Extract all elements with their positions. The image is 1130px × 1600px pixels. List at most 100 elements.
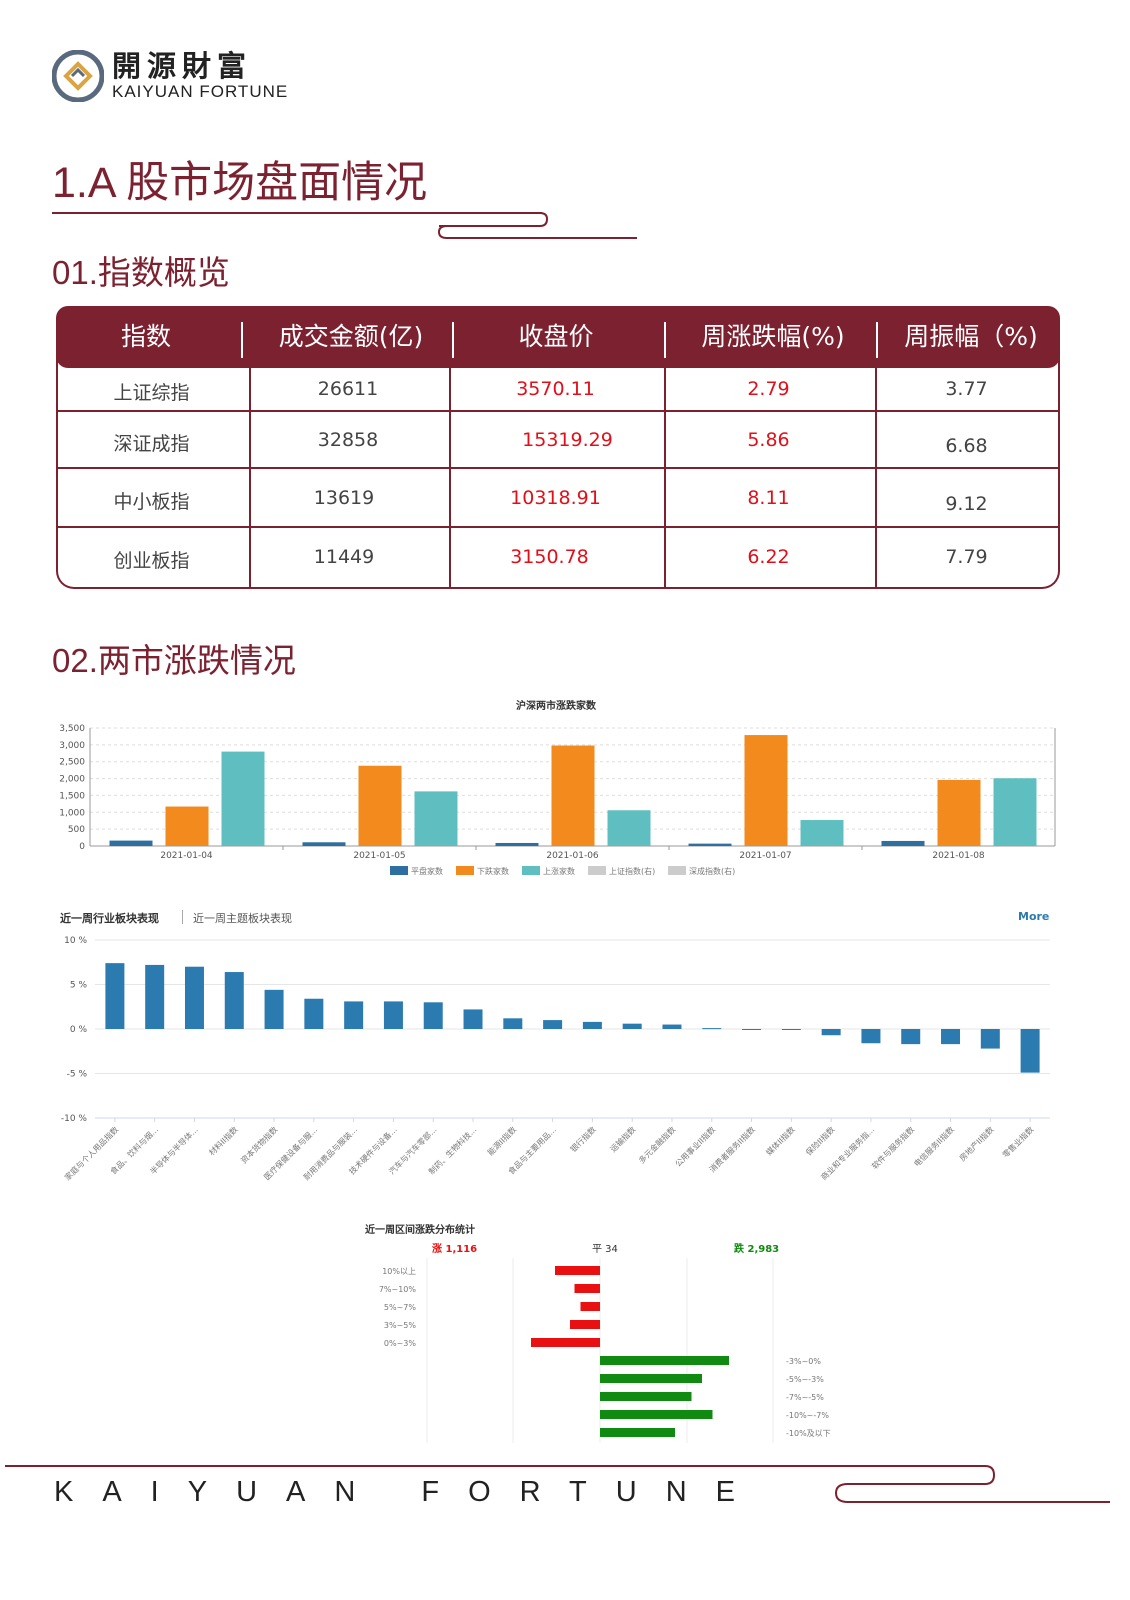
bar-down bbox=[600, 1392, 692, 1401]
y-tick-label: 5 % bbox=[70, 981, 88, 991]
table-cell: 5.86 bbox=[747, 429, 790, 451]
table-cell: 32858 bbox=[317, 429, 379, 451]
bar bbox=[941, 1029, 961, 1045]
bar bbox=[543, 1020, 563, 1029]
header-weekly-change: 周涨跌幅(%) bbox=[701, 322, 845, 351]
bar bbox=[264, 989, 284, 1029]
y-tick-label: 1,000 bbox=[59, 808, 85, 818]
up-category-label: 0%~3% bbox=[384, 1339, 416, 1348]
table-cell: 8.11 bbox=[747, 487, 790, 509]
legend-label: 下跌家数 bbox=[477, 866, 509, 876]
bar bbox=[781, 1029, 801, 1030]
brand-name-en: KAIYUAN FORTUNE bbox=[112, 82, 289, 101]
x-tick-label: 房地产II指数 bbox=[957, 1124, 996, 1163]
up-category-label: 5%~7% bbox=[384, 1303, 416, 1312]
y-tick-label: 1,500 bbox=[59, 791, 85, 801]
header-amplitude: 周振幅（%) bbox=[904, 322, 1038, 351]
bar bbox=[702, 1028, 722, 1030]
subsection-title-index: 01.指数概览 bbox=[52, 254, 230, 291]
bar-上涨家数 bbox=[993, 778, 1037, 846]
table-cell: 创业板指 bbox=[113, 550, 190, 572]
table-cell: 26611 bbox=[317, 378, 379, 400]
header-index: 指数 bbox=[120, 322, 171, 351]
bar bbox=[224, 972, 244, 1029]
bar bbox=[901, 1029, 921, 1045]
bar-down bbox=[600, 1410, 713, 1419]
bar-下跌家数 bbox=[744, 735, 788, 846]
bar-平盘家数 bbox=[302, 842, 346, 846]
bar-up bbox=[531, 1338, 600, 1347]
table-header: 指数 成交金额(亿) 收盘价 周涨跌幅(%) 周振幅（%) bbox=[56, 306, 1060, 368]
down-count: 跌 2,983 bbox=[734, 1244, 780, 1255]
bar-平盘家数 bbox=[881, 840, 925, 846]
bar-up bbox=[570, 1320, 600, 1329]
bar-上涨家数 bbox=[800, 820, 844, 846]
bar bbox=[304, 998, 324, 1029]
bar-平盘家数 bbox=[109, 840, 153, 846]
down-category-label: -7%~-5% bbox=[786, 1393, 824, 1402]
bar-上涨家数 bbox=[607, 810, 651, 846]
x-tick-label: 材料II指数 bbox=[207, 1124, 240, 1157]
y-tick-label: 3,500 bbox=[59, 724, 85, 734]
bar-up bbox=[555, 1266, 600, 1275]
down-category-label: -10%~-7% bbox=[786, 1411, 829, 1420]
legend-swatch bbox=[668, 866, 686, 875]
bar bbox=[1020, 1029, 1040, 1073]
y-tick-label: 0 % bbox=[70, 1025, 88, 1035]
x-tick-label: 资本货物指数 bbox=[238, 1124, 279, 1165]
chart-distribution: 10%以上 7%~10% 5%~7% 3%~5% 0%~3% -3%~0% -5%~-3% -… bbox=[379, 1258, 831, 1443]
x-tick-label: 零售业指数 bbox=[1000, 1124, 1035, 1159]
legend-swatch bbox=[390, 866, 408, 875]
x-tick-label: 2021-01-06 bbox=[546, 851, 599, 861]
bar-down bbox=[600, 1356, 729, 1365]
bar bbox=[383, 1001, 403, 1029]
logo-icon bbox=[52, 50, 104, 102]
bar bbox=[861, 1029, 881, 1044]
tab-theme[interactable]: 近一周主题板块表现 bbox=[193, 912, 292, 925]
x-tick-label: 多元金融指数 bbox=[636, 1124, 677, 1165]
table-cell: 3150.78 bbox=[510, 546, 589, 568]
table-cell: 3.77 bbox=[945, 378, 988, 400]
table-cell: 13619 bbox=[313, 487, 375, 509]
bar bbox=[344, 1001, 364, 1029]
table-cell: 15319.29 bbox=[522, 429, 613, 451]
y-tick-label: 10 % bbox=[64, 936, 87, 946]
bar-下跌家数 bbox=[937, 779, 981, 846]
tab-industry[interactable]: 近一周行业板块表现 bbox=[60, 912, 159, 925]
bar bbox=[662, 1024, 682, 1029]
bar bbox=[503, 1018, 523, 1029]
up-category-label: 3%~5% bbox=[384, 1321, 416, 1330]
x-tick-label: 媒体II指数 bbox=[764, 1124, 797, 1157]
bar bbox=[463, 1009, 483, 1029]
table-body bbox=[56, 356, 1060, 589]
x-tick-label: 2021-01-07 bbox=[739, 851, 791, 861]
down-category-label: -3%~0% bbox=[786, 1357, 821, 1366]
title-decoration bbox=[52, 212, 637, 239]
bar bbox=[622, 1023, 642, 1029]
chart-advance-decline: 3,500 3,000 2,500 2,000 1,500 1,000 500 0 2021-0… bbox=[59, 724, 1056, 876]
table-cell: 7.79 bbox=[945, 546, 988, 568]
bar bbox=[582, 1021, 602, 1029]
bar-up bbox=[574, 1284, 600, 1293]
subsection-title-market: 02.两市涨跌情况 bbox=[52, 642, 296, 679]
chart3-title: 近一周区间涨跌分布统计 bbox=[365, 1225, 475, 1236]
bar-上涨家数 bbox=[221, 751, 265, 846]
bar-down bbox=[600, 1374, 702, 1383]
x-tick-label: 电信服务II指数 bbox=[912, 1124, 956, 1168]
x-tick-label: 能源II指数 bbox=[485, 1124, 518, 1157]
bar bbox=[980, 1029, 1000, 1049]
bar-下跌家数 bbox=[165, 806, 209, 846]
table-cell: 中小板指 bbox=[113, 491, 190, 513]
bar-down bbox=[600, 1428, 675, 1437]
more-link[interactable]: More bbox=[1018, 910, 1050, 923]
table-cell: 6.22 bbox=[747, 546, 790, 568]
y-tick-label: 2,000 bbox=[59, 775, 85, 785]
legend-swatch bbox=[588, 866, 606, 875]
section-title: 1.A 股市场盘面情况 bbox=[52, 159, 428, 207]
y-tick-label: 0 bbox=[79, 842, 85, 852]
table-cell: 3570.11 bbox=[516, 378, 595, 400]
x-tick-label: 2021-01-04 bbox=[160, 851, 213, 861]
legend-label: 上涨家数 bbox=[543, 866, 575, 876]
footer-decoration bbox=[5, 1465, 1110, 1503]
table-cell: 9.12 bbox=[945, 493, 988, 515]
